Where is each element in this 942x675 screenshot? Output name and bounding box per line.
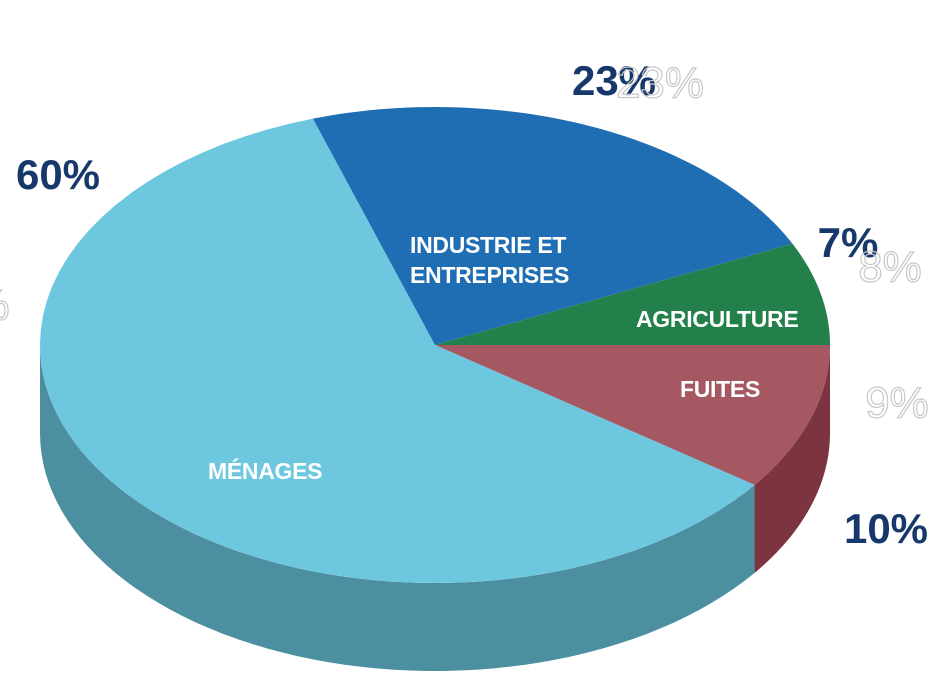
slice <box>40 118 755 583</box>
category-label: AGRICULTURE <box>636 306 799 332</box>
value-label: 60% <box>16 151 100 198</box>
ghost-label: 23% <box>616 59 704 108</box>
slice-side <box>40 345 755 671</box>
category-label: INDUSTRIE ET ENTREPRISES <box>410 232 570 288</box>
ghost-label: 8% <box>858 243 922 292</box>
value-label: 7% <box>818 219 879 266</box>
ghost-label: % <box>0 281 10 330</box>
value-label: 23% <box>572 57 656 104</box>
slice <box>312 107 793 346</box>
value-label: 10% <box>844 505 928 552</box>
category-label: MÉNAGES <box>208 458 323 484</box>
slice <box>435 345 830 485</box>
category-label: FUITES <box>680 376 760 402</box>
slice-side <box>754 345 830 573</box>
ghost-label: 9% <box>865 379 929 428</box>
slice <box>435 243 830 345</box>
